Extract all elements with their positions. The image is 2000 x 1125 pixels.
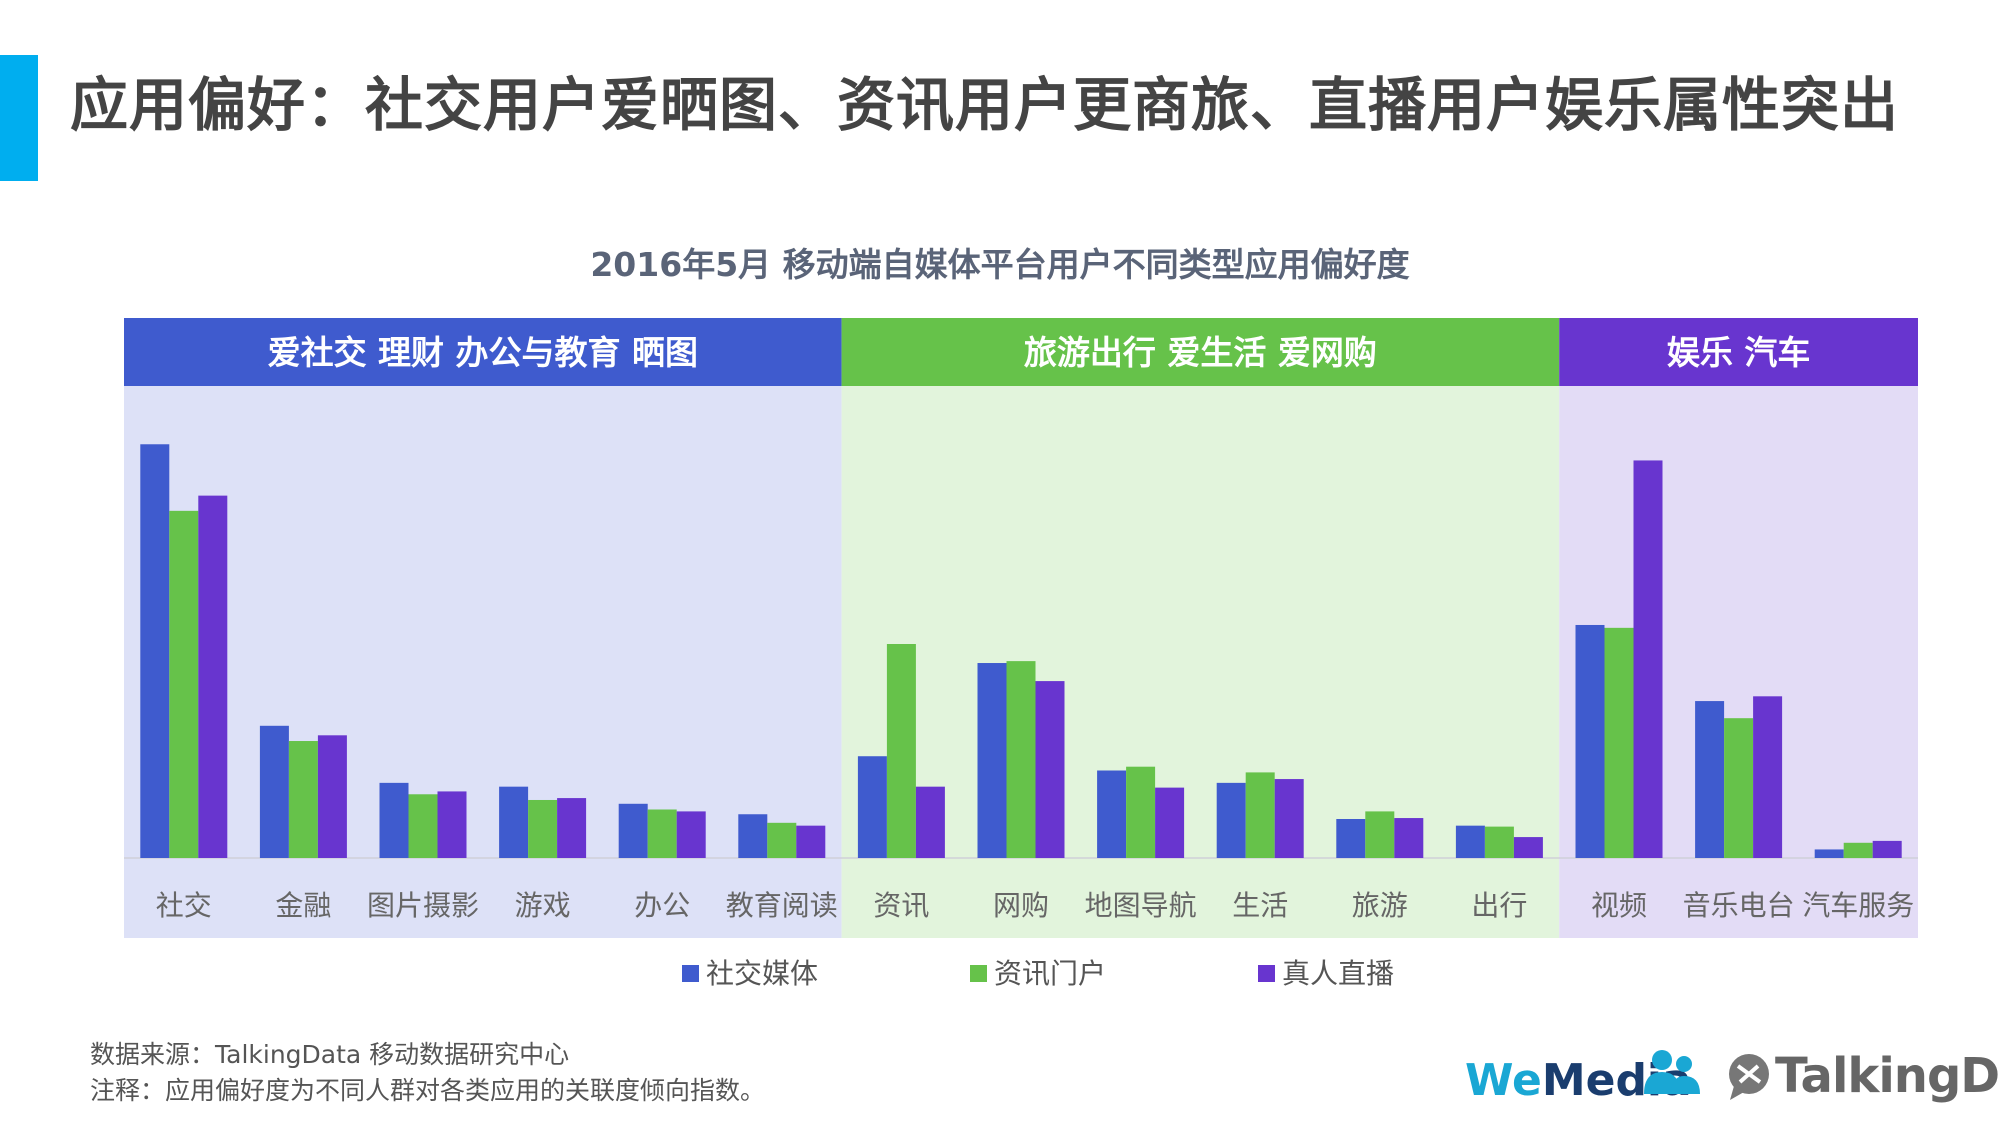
group-header	[124, 318, 842, 386]
bar	[915, 786, 945, 858]
people-icon	[1644, 1050, 1700, 1094]
bar	[1575, 624, 1605, 858]
bar	[1455, 825, 1485, 858]
bar	[1394, 818, 1424, 858]
bar	[1035, 681, 1065, 858]
legend-swatch	[682, 965, 699, 982]
x-tick-label: 音乐电台	[1683, 889, 1795, 922]
bar	[1513, 837, 1543, 858]
x-tick-label: 游戏	[515, 889, 571, 922]
bar	[977, 663, 1007, 858]
bar	[886, 644, 916, 858]
bar	[1633, 460, 1663, 858]
bar	[288, 741, 318, 858]
bar	[1753, 696, 1783, 858]
bar	[647, 809, 677, 858]
group-header-label: 爱社交 理财 办公与教育 晒图	[268, 333, 698, 372]
x-tick-label: 生活	[1232, 889, 1288, 922]
bar	[1814, 849, 1844, 858]
bar	[169, 510, 199, 858]
bar	[767, 822, 797, 858]
x-tick-label: 地图导航	[1085, 889, 1197, 922]
bar	[1245, 772, 1275, 858]
bar	[1274, 779, 1304, 858]
bar	[857, 756, 887, 858]
bar	[676, 811, 706, 858]
bar	[1604, 627, 1634, 858]
x-tick-label: 教育阅读	[726, 889, 838, 922]
x-tick-label: 资讯	[873, 889, 929, 922]
x-tick-label: 旅游	[1352, 889, 1408, 922]
legend-label: 社交媒体	[706, 957, 818, 990]
group-header	[1559, 318, 1918, 386]
bar	[1216, 782, 1246, 858]
bar	[1097, 770, 1127, 858]
group-background	[124, 386, 842, 938]
wemedia-logo-we: We	[1465, 1055, 1542, 1106]
group-header-label: 旅游出行 爱生活 爱网购	[1024, 333, 1377, 372]
bar	[1872, 840, 1902, 858]
bar	[379, 782, 409, 858]
bar	[1006, 661, 1036, 858]
x-tick-label: 视频	[1591, 889, 1647, 922]
legend-swatch	[970, 965, 987, 982]
x-tick-label: 网购	[993, 889, 1049, 922]
group-background	[841, 386, 1560, 938]
bar	[198, 495, 228, 858]
legend-swatch	[1258, 965, 1275, 982]
bar	[317, 735, 347, 858]
talkingdata-logo: TalkingData	[1775, 1048, 2000, 1104]
bar	[499, 786, 529, 858]
group-header	[841, 318, 1560, 386]
legend-label: 资讯门户	[994, 957, 1106, 990]
bar	[1155, 787, 1185, 858]
x-tick-label: 图片摄影	[367, 889, 479, 922]
bar	[1336, 819, 1366, 858]
bar	[1695, 701, 1725, 858]
bar	[437, 791, 467, 858]
legend-label: 真人直播	[1282, 957, 1394, 990]
x-tick-label: 汽车服务	[1802, 889, 1914, 922]
page-title: 应用偏好：社交用户爱晒图、资讯用户更商旅、直播用户娱乐属性突出	[70, 71, 1900, 139]
bar	[738, 814, 768, 858]
bar	[140, 444, 170, 858]
footnote: 注释：应用偏好度为不同人群对各类应用的关联度倾向指数。	[90, 1076, 766, 1105]
bar	[1724, 718, 1754, 858]
bar	[557, 798, 587, 858]
bar	[618, 803, 648, 858]
bar	[1843, 842, 1873, 858]
x-tick-label: 金融	[275, 889, 331, 922]
speech-bubble-icon	[1729, 1054, 1769, 1100]
bar	[1484, 826, 1514, 858]
bar	[408, 794, 438, 858]
x-tick-label: 办公	[634, 889, 690, 922]
bar	[259, 725, 289, 858]
source-note: 数据来源：TalkingData 移动数据研究中心	[90, 1040, 570, 1069]
x-tick-label: 出行	[1471, 889, 1527, 922]
bar	[796, 825, 826, 858]
bar	[528, 799, 558, 858]
group-header-label: 娱乐 汽车	[1667, 333, 1811, 372]
x-tick-label: 社交	[156, 889, 212, 922]
title-accent-bar	[0, 55, 38, 181]
bar	[1365, 811, 1395, 858]
chart-title: 2016年5月 移动端自媒体平台用户不同类型应用偏好度	[590, 245, 1410, 284]
bar	[1126, 766, 1156, 858]
